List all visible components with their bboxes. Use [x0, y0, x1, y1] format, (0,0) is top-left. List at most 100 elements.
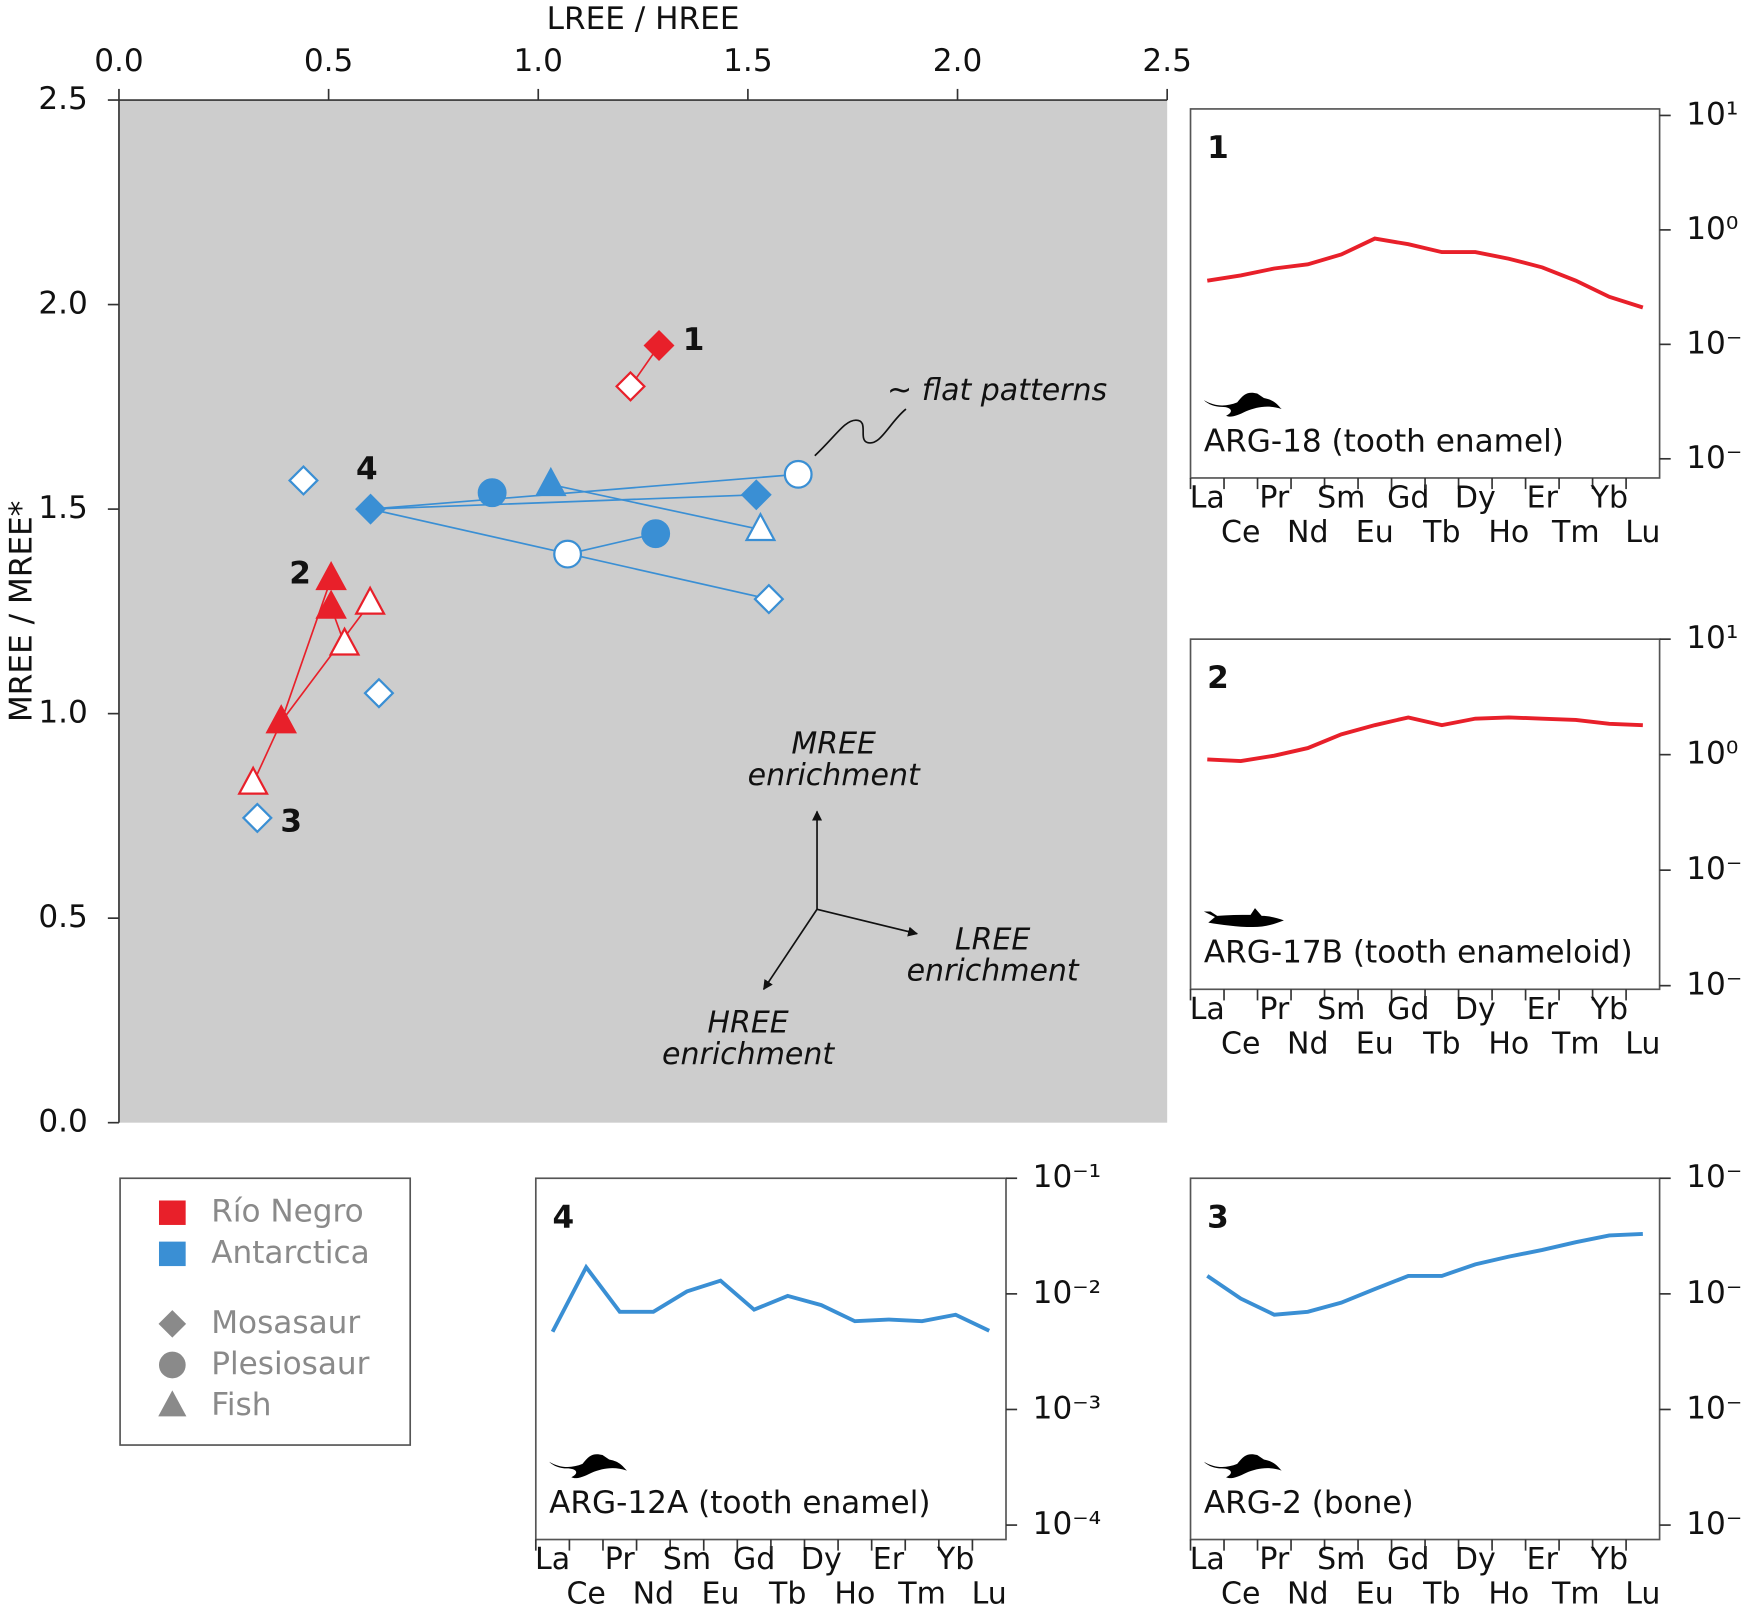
x-tick-label: 1.0	[514, 43, 563, 79]
point	[355, 493, 387, 525]
x-tick-label: Yb	[936, 1542, 974, 1577]
x-tick-label: Tm	[1551, 1026, 1600, 1061]
icon-mosasaur	[1203, 1454, 1282, 1479]
x-tick-label: Ce	[1221, 515, 1260, 550]
legend-label: Plesiosaur	[211, 1346, 369, 1382]
connector	[370, 493, 757, 510]
ree-line	[1206, 1231, 1643, 1317]
point	[315, 589, 347, 619]
x-tick-label: 1.5	[723, 43, 772, 79]
x-tick-label: La	[1190, 481, 1225, 516]
point	[354, 585, 386, 615]
y-tick-label: 10⁻²	[1686, 967, 1743, 1003]
icon-mosasaur	[549, 1454, 627, 1479]
point	[535, 466, 567, 497]
panel-number: 4	[552, 1199, 574, 1235]
y-tick-label: 10⁻²	[1686, 440, 1743, 476]
panel-number: 3	[1207, 1199, 1229, 1235]
x-tick-label: Tb	[1422, 1577, 1460, 1612]
x-tick-label: Nd	[633, 1577, 674, 1612]
legend-marker	[158, 1351, 186, 1379]
point	[287, 464, 319, 496]
y-tick-label: 10⁻¹	[1033, 1159, 1101, 1195]
point	[328, 626, 361, 656]
x-tick-label: Pr	[1259, 481, 1290, 516]
panel-number: 2	[1207, 660, 1229, 696]
point	[643, 330, 675, 361]
x-tick-label: Dy	[801, 1542, 842, 1577]
x-tick-label: Ce	[1221, 1577, 1260, 1612]
point	[241, 802, 273, 834]
panel-box	[1189, 1177, 1661, 1541]
annotation-line: MREE	[791, 726, 876, 761]
x-tick-label: Tb	[1422, 515, 1460, 550]
y-tick-label: 10⁻¹	[1686, 325, 1743, 361]
x-tick-label: Dy	[1455, 992, 1496, 1027]
x-tick-label: 2.5	[1142, 43, 1191, 79]
point	[615, 370, 646, 402]
y-tick-label: 10⁰	[1686, 736, 1738, 772]
annotation-line: enrichment	[907, 953, 1080, 988]
x-tick-label: Eu	[1356, 515, 1394, 550]
x-tick-label: Gd	[733, 1542, 775, 1577]
x-tick-label: Gd	[1387, 481, 1429, 516]
annotation: MREE enrichment	[748, 726, 921, 792]
annotation-line: LREE	[955, 922, 1031, 957]
x-tick-label: Nd	[1287, 515, 1328, 550]
panel-box	[1189, 638, 1661, 991]
panel-number: 1	[1207, 130, 1229, 166]
legend-swatch	[158, 1200, 186, 1225]
point	[641, 519, 671, 549]
x-tick-label: Nd	[1287, 1026, 1328, 1061]
point-label: 4	[356, 451, 378, 487]
x-tick-label: Eu	[702, 1577, 740, 1612]
connector	[550, 483, 761, 531]
annotation: LREE enrichment	[907, 922, 1080, 988]
panel-box	[1189, 108, 1661, 479]
point	[477, 478, 507, 508]
y-tick-label: 10⁻⁴	[1033, 1506, 1101, 1542]
x-tick-label: Ho	[1488, 1026, 1529, 1061]
annotation: HREE enrichment	[662, 1005, 835, 1071]
x-tick-label: Dy	[1455, 481, 1496, 516]
x-tick-label: Pr	[605, 1542, 636, 1577]
x-tick-label: Yb	[1590, 1542, 1628, 1577]
y-tick-label: 10⁻³	[1033, 1390, 1101, 1426]
legend-label: Río Negro	[211, 1194, 363, 1230]
x-tick-label: Yb	[1590, 992, 1628, 1027]
x-tick-label: Lu	[1625, 1026, 1660, 1061]
legend-marker	[158, 1310, 187, 1338]
legend-label: Fish	[211, 1387, 271, 1423]
point	[783, 459, 813, 489]
point	[753, 583, 785, 615]
connector	[280, 602, 371, 723]
annotation-line: enrichment	[748, 757, 921, 792]
x-axis-title: LREE / HREE	[547, 1, 740, 37]
y-axis-title: MREE / MREE*	[3, 501, 39, 722]
icon-shark	[1203, 908, 1284, 928]
legend-swatch	[158, 1241, 186, 1267]
y-tick-label: 10⁻⁴	[1686, 1506, 1743, 1542]
connector	[280, 578, 332, 723]
x-tick-label: Er	[1527, 481, 1559, 516]
y-tick-label: 10¹	[1686, 96, 1738, 132]
panel-caption: ARG-18 (tooth enamel)	[1204, 423, 1564, 459]
point-label: 3	[280, 804, 302, 840]
y-tick-label: 10⁻¹	[1686, 851, 1743, 887]
legend-label: Antarctica	[211, 1235, 369, 1271]
x-tick-label: Tm	[1551, 1577, 1600, 1612]
y-tick-label: 10⁻²	[1033, 1275, 1101, 1311]
x-tick-label: Nd	[1287, 1577, 1328, 1612]
panel-caption: ARG-12A (tooth enamel)	[549, 1485, 930, 1521]
y-tick-label: 10¹	[1686, 620, 1738, 656]
x-tick-label: Gd	[1387, 1542, 1429, 1577]
point-label: 1	[683, 322, 705, 358]
x-tick-label: Gd	[1387, 992, 1429, 1027]
x-tick-label: Tm	[897, 1577, 946, 1612]
x-tick-label: Er	[873, 1542, 905, 1577]
x-tick-label: Pr	[1259, 992, 1290, 1027]
ree-line	[1206, 236, 1644, 310]
y-tick-label: 0.0	[38, 1104, 87, 1140]
annotation-squiggle	[814, 408, 907, 457]
x-tick-label: 0.0	[94, 43, 143, 79]
